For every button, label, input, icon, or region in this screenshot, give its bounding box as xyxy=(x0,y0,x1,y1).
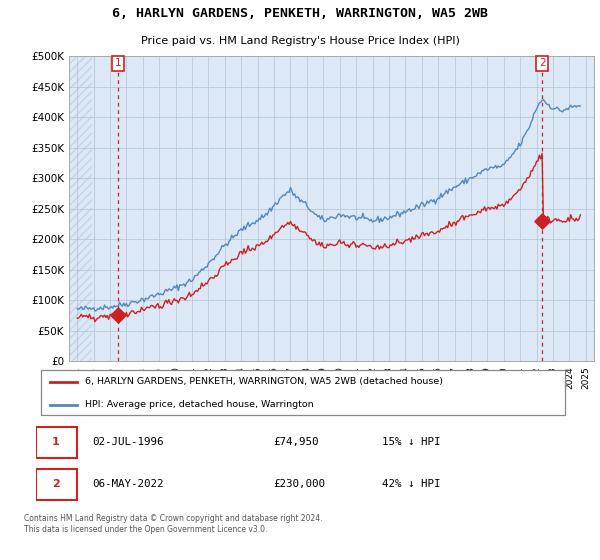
Text: 1: 1 xyxy=(52,437,60,447)
FancyBboxPatch shape xyxy=(36,469,77,500)
Text: 15% ↓ HPI: 15% ↓ HPI xyxy=(382,437,440,447)
Text: 2: 2 xyxy=(52,479,60,489)
FancyBboxPatch shape xyxy=(36,427,77,458)
Text: 6, HARLYN GARDENS, PENKETH, WARRINGTON, WA5 2WB: 6, HARLYN GARDENS, PENKETH, WARRINGTON, … xyxy=(112,7,488,20)
Text: 6, HARLYN GARDENS, PENKETH, WARRINGTON, WA5 2WB (detached house): 6, HARLYN GARDENS, PENKETH, WARRINGTON, … xyxy=(85,377,443,386)
Text: Contains HM Land Registry data © Crown copyright and database right 2024.
This d: Contains HM Land Registry data © Crown c… xyxy=(24,514,323,534)
Text: £230,000: £230,000 xyxy=(274,479,326,489)
Text: HPI: Average price, detached house, Warrington: HPI: Average price, detached house, Warr… xyxy=(85,400,313,409)
Text: 02-JUL-1996: 02-JUL-1996 xyxy=(92,437,164,447)
Text: 2: 2 xyxy=(539,58,545,68)
Text: 06-MAY-2022: 06-MAY-2022 xyxy=(92,479,164,489)
Text: £74,950: £74,950 xyxy=(274,437,319,447)
FancyBboxPatch shape xyxy=(41,370,565,415)
Text: Price paid vs. HM Land Registry's House Price Index (HPI): Price paid vs. HM Land Registry's House … xyxy=(140,36,460,46)
Point xyxy=(113,311,123,320)
Point xyxy=(538,216,547,225)
Text: 1: 1 xyxy=(115,58,122,68)
Text: 42% ↓ HPI: 42% ↓ HPI xyxy=(382,479,440,489)
